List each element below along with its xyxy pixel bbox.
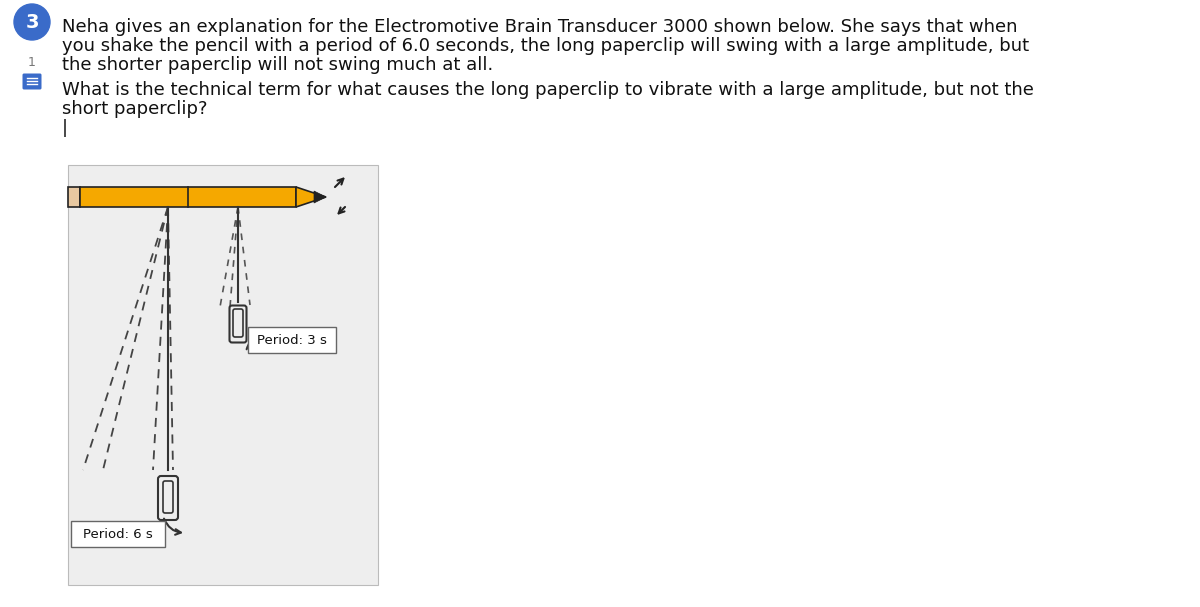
Text: the shorter paperclip will not swing much at all.: the shorter paperclip will not swing muc… — [62, 56, 493, 74]
Text: Neha gives an explanation for the Electromotive Brain Transducer 3000 shown belo: Neha gives an explanation for the Electr… — [62, 18, 1018, 36]
FancyBboxPatch shape — [23, 73, 42, 89]
Polygon shape — [296, 187, 326, 207]
Text: you shake the pencil with a period of 6.0 seconds, the long paperclip will swing: you shake the pencil with a period of 6.… — [62, 37, 1030, 55]
Bar — [68, 187, 80, 207]
Text: 1: 1 — [28, 55, 36, 69]
Text: What is the technical term for what causes the long paperclip to vibrate with a : What is the technical term for what caus… — [62, 81, 1034, 99]
Circle shape — [14, 4, 50, 40]
FancyBboxPatch shape — [248, 327, 336, 353]
Polygon shape — [314, 191, 326, 203]
Text: 3: 3 — [25, 13, 38, 32]
Text: short paperclip?: short paperclip? — [62, 100, 208, 118]
Text: |: | — [62, 119, 68, 137]
Text: Period: 6 s: Period: 6 s — [83, 527, 152, 540]
FancyBboxPatch shape — [71, 521, 166, 547]
Text: Period: 3 s: Period: 3 s — [257, 333, 326, 347]
Bar — [80, 187, 296, 207]
Bar — [68, 165, 378, 585]
